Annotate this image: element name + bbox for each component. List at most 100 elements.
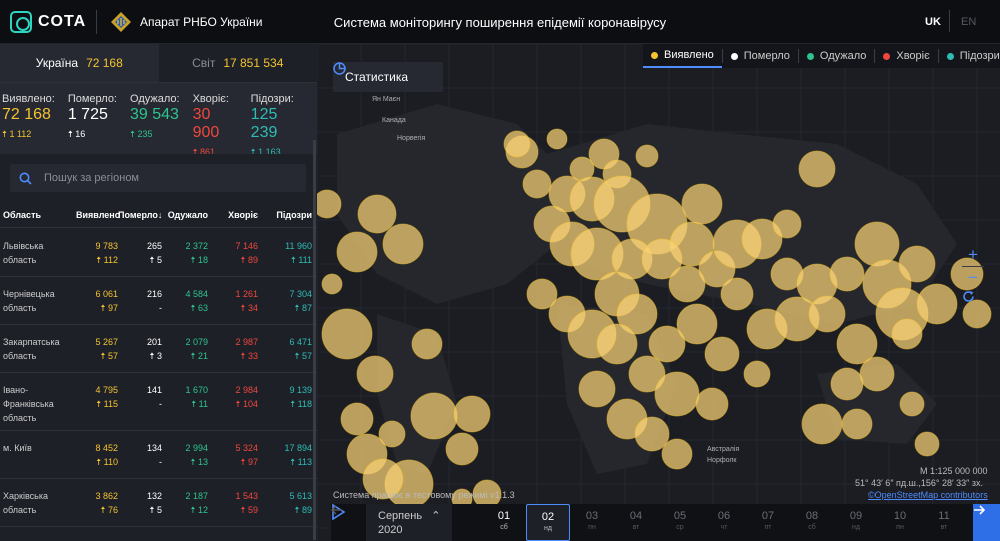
day-number: 03	[585, 510, 599, 522]
region-name: Харківська область	[0, 489, 76, 526]
statistics-button[interactable]: Статистика	[333, 62, 443, 92]
rnbo-brand[interactable]: Апарат РНБО України	[110, 11, 263, 33]
day-number: 06	[717, 510, 731, 522]
lang-uk-button[interactable]: UK	[925, 16, 941, 28]
cell-sick-delta-value: 34	[247, 303, 258, 313]
cell-sick-delta: 🠅 33	[240, 351, 258, 361]
col-recovered[interactable]: Одужало	[167, 209, 208, 220]
cell-recovered-value: 2 994	[185, 443, 208, 453]
day-09[interactable]: 09 нд	[834, 504, 878, 541]
lang-en-button[interactable]: EN	[961, 16, 977, 28]
day-05[interactable]: 05 ср	[658, 504, 702, 541]
table-row[interactable]: Закарпатська область 5 267 🠅 57 201 🠅 3 2 079 🠅…	[0, 325, 317, 373]
case-bubble	[522, 169, 552, 199]
day-01[interactable]: 01 сб	[482, 504, 526, 541]
day-06[interactable]: 06 чт	[702, 504, 746, 541]
cell-deaths: 141 -	[118, 383, 162, 430]
day-04[interactable]: 04 вт	[614, 504, 658, 541]
cell-suspected: 17 894 🠅 113	[258, 441, 312, 478]
search-input[interactable]	[40, 172, 306, 184]
case-bubble	[891, 318, 923, 350]
col-sick[interactable]: Хворіє	[228, 209, 258, 220]
tab-ukraine[interactable]: Україна 72 168	[0, 44, 159, 82]
day-number: 05	[673, 510, 687, 522]
case-bubble	[681, 183, 723, 225]
legend-item-2[interactable]: Одужало	[799, 44, 875, 68]
case-bubble	[410, 392, 458, 440]
cell-confirmed-delta-value: 110	[103, 457, 118, 467]
legend-item-3[interactable]: Хворіє	[875, 44, 937, 68]
table-row[interactable]: м. Київ 8 452 🠅 110 134-2 994 🠅 13 5 324 🠅 97 1…	[0, 431, 317, 479]
day-07[interactable]: 07 пт	[746, 504, 790, 541]
month-selector[interactable]: Серпень ⌃ 2020	[366, 504, 452, 541]
tab-world[interactable]: Світ 17 851 534	[159, 44, 318, 82]
case-bubble	[578, 370, 616, 408]
table-scrollbar[interactable]	[313, 140, 316, 540]
case-bubble	[382, 223, 424, 265]
case-bubble	[743, 360, 771, 388]
stat-delta-value: 1 112	[9, 129, 32, 139]
case-bubble	[634, 416, 670, 452]
world-map[interactable]: Ян Маєн Канада Норвегія Австралія Норфолк Ст…	[317, 44, 1000, 541]
col-region[interactable]: Область	[3, 209, 42, 220]
case-bubble	[362, 458, 404, 500]
legend-item-4[interactable]: Підозри	[939, 44, 1000, 68]
cell-deaths-delta: -	[118, 301, 162, 315]
cell-sick-value: 2 987	[235, 337, 258, 347]
table-row[interactable]: Івано- Франківська область 4 795 🠅 115 141-1 …	[0, 373, 317, 431]
zoom-out-button[interactable]: −	[968, 268, 978, 287]
cursor-coordinates: 51° 43′ 6″ пд.ш.,156° 28′ 33″ зх.	[855, 478, 983, 488]
region-name-line: Франківська	[3, 399, 54, 409]
map-canvas[interactable]: Ян Маєн Канада Норвегія Австралія Норфолк	[317, 44, 1000, 541]
search-icon[interactable]	[10, 172, 40, 185]
stat-delta-value: 1 163	[258, 147, 281, 157]
day-02[interactable]: 02 нд	[526, 504, 570, 541]
day-03[interactable]: 03 пн	[570, 504, 614, 541]
case-bubble	[546, 128, 568, 150]
cell-suspected-value: 11 960	[285, 241, 312, 251]
stat-confirmed: Виявлено: 72 168 🠅 1 112	[2, 93, 55, 192]
col-suspected[interactable]: Підозри	[276, 209, 312, 220]
zoom-divider	[962, 266, 984, 267]
stat-value: 30 900	[192, 106, 220, 141]
stat-delta-value: 16	[75, 129, 86, 139]
cell-recovered-delta: 🠅 18	[190, 255, 208, 265]
case-bubble	[526, 278, 558, 310]
cell-sick-delta: 🠅 104	[235, 399, 258, 409]
table-row[interactable]: Львівська область 9 783 🠅 112 265 🠅 5 2 372 🠅 1…	[0, 229, 317, 277]
lang-divider	[949, 10, 950, 32]
zoom-in-button[interactable]: +	[968, 245, 978, 264]
case-bubble	[503, 130, 531, 158]
region-name-line: Івано-	[3, 385, 29, 395]
next-day-button[interactable]	[973, 504, 1000, 541]
region-name: м. Київ	[0, 441, 76, 478]
arrow-right-icon	[974, 505, 985, 515]
case-bubble	[854, 221, 900, 267]
cell-sick-delta-value: 104	[242, 399, 258, 409]
legend-item-0[interactable]: Виявлено	[643, 44, 722, 68]
cell-recovered-value: 2 079	[185, 337, 208, 347]
case-bubble	[654, 371, 700, 417]
table-row[interactable]: Харківська область 3 862 🠅 76 132 🠅 5 2 187 🠅 1…	[0, 479, 317, 527]
table-row[interactable]: Чернівецька область 6 061 🠅 97 216 - 4 584 🠅 63…	[0, 277, 317, 325]
prev-day-button[interactable]	[331, 504, 482, 541]
day-10[interactable]: 10 пн	[878, 504, 922, 541]
version-text: Система працює в тестовому режимі v1.1.3	[333, 490, 515, 500]
cell-suspected-delta-value: 89	[301, 505, 312, 515]
day-11[interactable]: 11 вт	[922, 504, 966, 541]
cell-recovered-value: 4 584	[185, 289, 208, 299]
cell-suspected: 5 613 🠅 89	[258, 489, 312, 526]
osm-attribution-link[interactable]: ©OpenStreetMap contributors	[868, 490, 988, 500]
cell-confirmed-value: 8 452	[95, 443, 118, 453]
cota-logo[interactable]: COTA	[10, 11, 86, 33]
case-bubble	[635, 144, 659, 168]
day-08[interactable]: 08 сб	[790, 504, 834, 541]
reset-view-button[interactable]	[962, 290, 984, 312]
play-button[interactable]	[331, 504, 361, 541]
col-deaths[interactable]: Померло↓	[118, 210, 162, 220]
legend-item-1[interactable]: Померло	[723, 44, 798, 68]
region-table: Львівська область 9 783 🠅 112 265 🠅 5 2 372 🠅 1…	[0, 229, 317, 541]
col-confirmed[interactable]: Виявлено	[76, 209, 121, 220]
case-bubble	[676, 303, 718, 345]
cell-sick: 1 543 🠅 59	[208, 489, 258, 526]
